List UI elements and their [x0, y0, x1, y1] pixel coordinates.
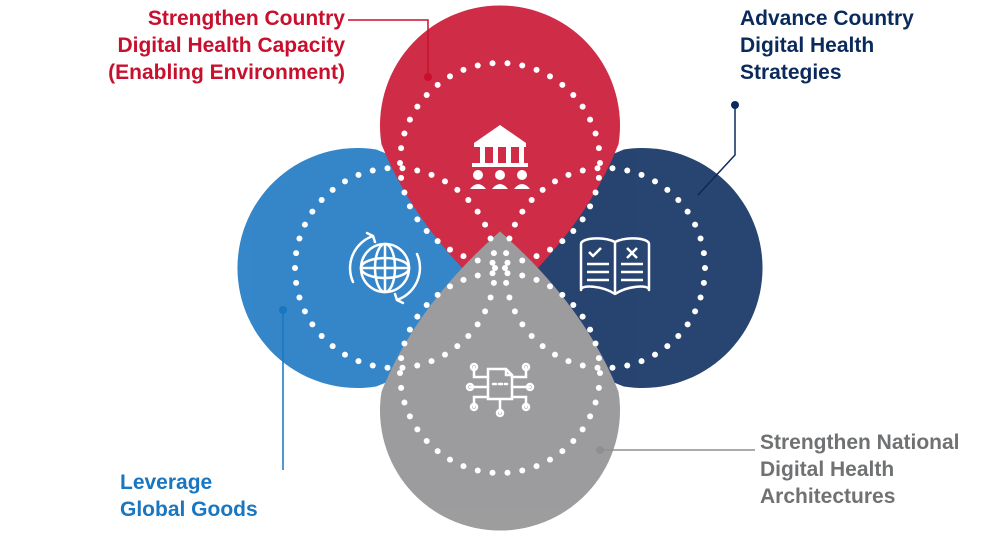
text-line: Leverage — [120, 471, 212, 494]
text-line: Strengthen Country — [148, 7, 345, 30]
text-line: Digital Health — [760, 458, 894, 481]
label-strengthen-capacity: Strengthen Country Digital Health Capaci… — [45, 6, 345, 87]
label-advance-strategies: Advance Country Digital Health Strategie… — [740, 6, 1000, 87]
label-strengthen-architectures: Strengthen National Digital Health Archi… — [760, 430, 1000, 511]
text-line: Digital Health — [740, 34, 874, 57]
label-leverage-global-goods: Leverage Global Goods — [120, 470, 320, 524]
text-line: Advance Country — [740, 7, 914, 30]
text-line: Strengthen National — [760, 431, 960, 454]
venn-infographic: { "diagram": { "type": "infographic", "b… — [0, 0, 1000, 536]
text-line: Global Goods — [120, 498, 258, 521]
connector — [596, 446, 755, 454]
text-line: Digital Health Capacity — [117, 34, 345, 57]
text-line: Strategies — [740, 61, 842, 84]
text-line: (Enabling Environment) — [108, 61, 345, 84]
text-line: Architectures — [760, 485, 895, 508]
